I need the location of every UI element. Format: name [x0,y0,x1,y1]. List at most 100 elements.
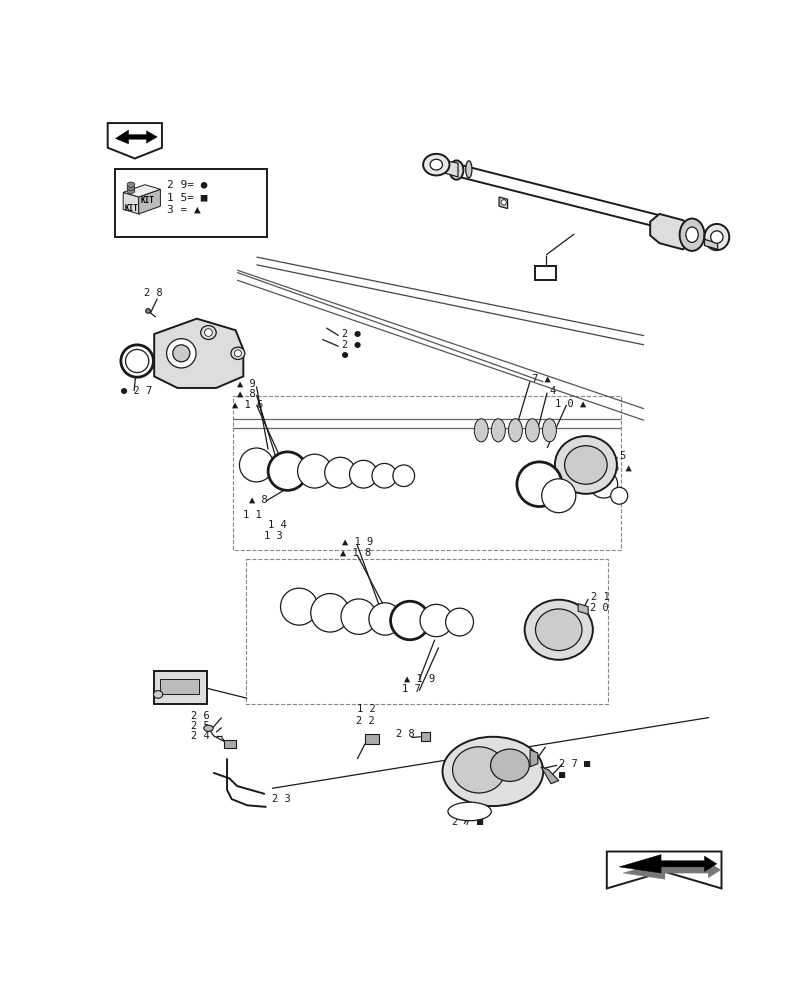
Text: 6 ▲: 6 ▲ [612,463,631,473]
Text: 1 1: 1 1 [242,510,261,520]
Bar [154,671,207,704]
Text: ▲ 1 9: ▲ 1 9 [403,673,435,683]
Ellipse shape [466,161,471,178]
Polygon shape [115,130,157,144]
Text: KIT: KIT [125,204,139,213]
Ellipse shape [423,154,449,175]
Text: 2 ●: 2 ● [341,340,360,350]
Text: 2 ●: 2 ● [341,329,360,339]
Ellipse shape [230,347,245,359]
Bar [161,679,199,694]
Ellipse shape [419,604,452,637]
Ellipse shape [127,182,135,187]
Ellipse shape [685,227,697,242]
Bar [420,732,430,741]
Ellipse shape [524,600,592,660]
Text: 2 7 ■: 2 7 ■ [558,759,590,769]
Polygon shape [499,197,507,209]
Ellipse shape [371,463,397,488]
Polygon shape [442,160,457,177]
Ellipse shape [474,419,487,442]
Text: 2 8: 2 8 [144,288,163,298]
Ellipse shape [490,749,529,781]
Ellipse shape [324,457,355,488]
Text: 5: 5 [619,451,624,461]
Text: 1 0 ▲: 1 0 ▲ [554,398,586,408]
Polygon shape [108,123,161,158]
Bar [233,396,620,550]
Ellipse shape [564,446,607,484]
Text: 3 = ▲: 3 = ▲ [166,204,200,214]
Polygon shape [619,855,716,873]
Ellipse shape [508,419,521,442]
Ellipse shape [491,419,504,442]
Ellipse shape [280,588,317,625]
Ellipse shape [679,219,704,251]
Polygon shape [139,189,161,214]
Text: 1 2: 1 2 [357,704,375,714]
Ellipse shape [341,599,376,634]
Text: 2 2: 2 2 [355,716,374,726]
Ellipse shape [127,188,135,194]
Ellipse shape [121,345,153,377]
Ellipse shape [368,603,401,635]
Text: 2 ■: 2 ■ [451,806,470,816]
Text: ▲ 1 8: ▲ 1 8 [340,548,371,558]
Text: KIT: KIT [140,196,154,205]
Ellipse shape [710,231,722,243]
Text: 2 9= ●: 2 9= ● [166,180,207,190]
Bar [224,740,235,748]
Ellipse shape [239,448,273,482]
Polygon shape [123,185,161,197]
Polygon shape [200,333,216,336]
Polygon shape [540,767,558,784]
Polygon shape [154,319,243,388]
Polygon shape [622,861,720,879]
Ellipse shape [393,465,414,487]
Ellipse shape [525,419,539,442]
Ellipse shape [166,339,195,368]
Text: 1: 1 [542,268,548,278]
Text: 1 5= ■: 1 5= ■ [166,192,207,202]
Polygon shape [704,239,717,249]
Polygon shape [606,852,721,888]
Text: 2 6: 2 6 [191,711,209,721]
Text: ▲ 8: ▲ 8 [248,495,267,505]
Ellipse shape [126,349,148,373]
Ellipse shape [234,350,241,357]
Bar [534,266,555,280]
Text: 2 4: 2 4 [191,731,209,741]
Text: ▲ 1 6: ▲ 1 6 [231,400,263,410]
Ellipse shape [610,487,627,504]
Ellipse shape [534,609,581,651]
Ellipse shape [442,737,543,806]
Text: ▲ 9: ▲ 9 [237,379,255,389]
Ellipse shape [542,419,556,442]
Ellipse shape [349,460,377,488]
Text: 2 0: 2 0 [589,603,607,613]
Ellipse shape [127,185,135,190]
Ellipse shape [390,601,429,640]
Text: 2 8: 2 8 [396,729,414,739]
Text: 4: 4 [549,386,555,396]
Polygon shape [577,604,587,614]
Ellipse shape [200,326,216,339]
Text: 1 7: 1 7 [401,684,420,694]
Text: 1 4: 1 4 [268,520,286,530]
Ellipse shape [541,479,575,513]
Ellipse shape [449,160,463,180]
Bar [365,734,379,744]
Ellipse shape [153,691,162,698]
Polygon shape [530,750,537,767]
Ellipse shape [445,608,473,636]
Ellipse shape [297,454,331,488]
Text: 7 ▲: 7 ▲ [531,374,550,384]
Ellipse shape [204,329,212,336]
Ellipse shape [589,470,617,498]
Text: 2 7 ■: 2 7 ■ [451,817,483,827]
Ellipse shape [204,725,212,731]
Bar [115,169,266,237]
Polygon shape [650,214,691,249]
Bar [246,559,607,704]
Ellipse shape [430,159,442,170]
